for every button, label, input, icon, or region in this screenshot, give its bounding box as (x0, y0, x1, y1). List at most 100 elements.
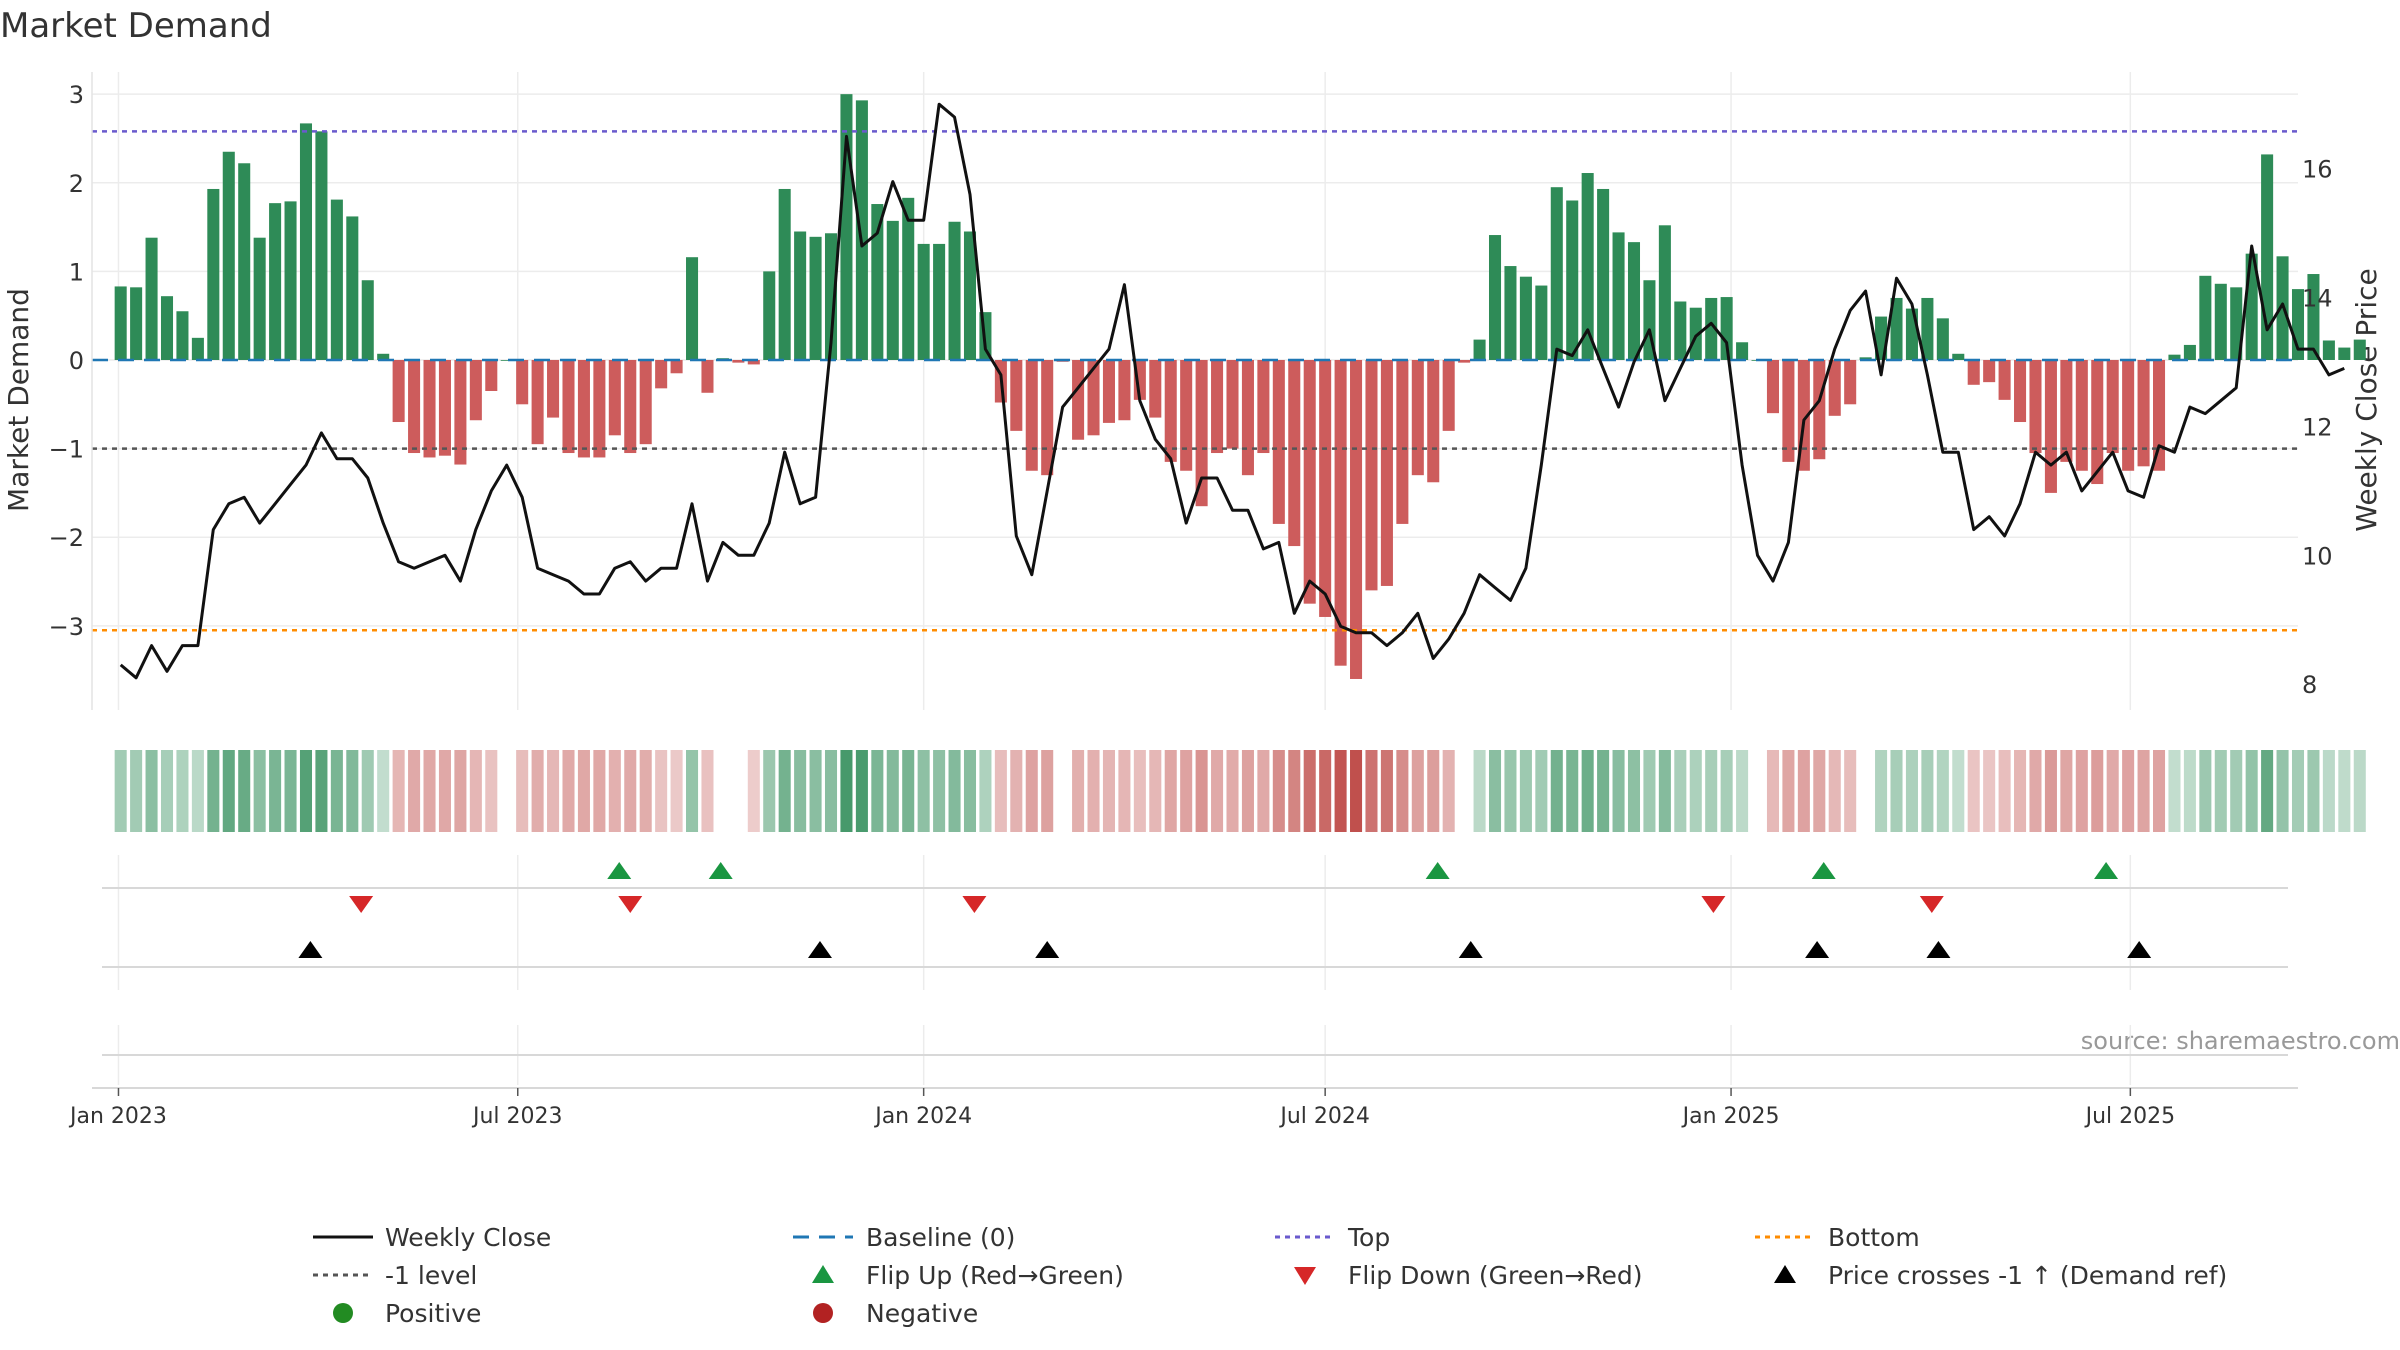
heat-cell (1689, 750, 1702, 832)
demand-bar (948, 221, 961, 360)
demand-bar (2322, 340, 2335, 360)
heat-cell (130, 750, 143, 832)
heat-cell (1736, 750, 1749, 832)
demand-bar (701, 359, 714, 393)
legend-minus-one-label: -1 level (385, 1261, 477, 1290)
demand-bar (531, 359, 544, 445)
heat-cell (562, 750, 575, 832)
heat-cell (1936, 750, 1949, 832)
heat-cell (994, 750, 1007, 832)
price-cross-marker (1805, 941, 1830, 958)
demand-bar (1118, 359, 1131, 421)
heat-cell (2199, 750, 2212, 832)
demand-bar (1905, 308, 1918, 360)
heat-cell (1581, 750, 1594, 832)
heat-cell (1442, 750, 1455, 832)
heat-cell (1674, 750, 1687, 832)
demand-bar (2152, 359, 2166, 471)
heat-cell (1766, 750, 1779, 832)
demand-bar (1952, 353, 1965, 360)
heat-cell (1133, 750, 1146, 832)
x-tick-label: Jan 2024 (873, 1104, 972, 1129)
demand-bar (1766, 359, 1779, 414)
heat-cell (315, 750, 328, 832)
heat-cell (1334, 750, 1347, 832)
demand-bar (114, 286, 127, 360)
heat-cell (1612, 750, 1625, 832)
y-tick-left: 0 (69, 347, 84, 375)
demand-bar (1859, 357, 1872, 360)
demand-bar (639, 359, 652, 445)
heat-cell (2014, 750, 2027, 832)
heat-cell (2261, 750, 2274, 832)
heat-cell (670, 750, 683, 832)
y-axis-right-label: Weekly Close Price (2350, 268, 2383, 531)
heat-cell (1782, 750, 1795, 832)
price-cross-marker (1458, 941, 1483, 958)
price-cross-marker (807, 941, 832, 958)
legend-positive-label: Positive (385, 1299, 481, 1328)
heat-cell (701, 750, 714, 832)
heat-cell (1998, 750, 2011, 832)
demand-bar (2338, 347, 2351, 360)
demand-bar (469, 359, 482, 421)
heat-cell (809, 750, 822, 832)
heat-cell (2152, 750, 2166, 832)
heat-cell (1041, 750, 1054, 832)
heat-cell (639, 750, 652, 832)
heat-cell (1380, 750, 1393, 832)
x-tick-label: Jan 2023 (68, 1104, 167, 1129)
demand-bar (547, 359, 560, 418)
heat-cell (269, 750, 282, 832)
y-tick-right: 14 (2302, 285, 2333, 313)
demand-bar (1921, 297, 1934, 360)
heat-cell (191, 750, 204, 832)
heat-cell (1519, 750, 1532, 832)
heat-cell (2029, 750, 2042, 832)
legend-flip-down-swatch (1294, 1267, 1316, 1285)
demand-bar (2168, 354, 2181, 360)
heat-cell (917, 750, 930, 832)
heat-cell (1504, 750, 1517, 832)
heat-cell (160, 750, 174, 832)
demand-bar (438, 359, 451, 456)
demand-bar (1967, 359, 1980, 385)
demand-bar (1627, 242, 1641, 360)
heat-cell (485, 750, 498, 832)
demand-bar (1241, 359, 1254, 476)
heat-cell (1921, 750, 1934, 832)
demand-bar (1272, 359, 1285, 524)
demand-bar (1211, 359, 1224, 454)
demand-bar (238, 163, 251, 360)
demand-bar (933, 243, 946, 360)
heat-cell (2122, 750, 2135, 832)
heat-cell (1087, 750, 1100, 832)
demand-bar (1149, 359, 1162, 418)
heat-cell (1844, 750, 1857, 832)
demand-bar (1427, 359, 1440, 483)
heat-cell (1952, 750, 1965, 832)
heat-cell (2307, 750, 2320, 832)
demand-bar (670, 359, 683, 374)
heat-cell (2245, 750, 2258, 832)
demand-bar (2075, 359, 2088, 471)
heat-cell (469, 750, 482, 832)
demand-bar (1983, 359, 1996, 383)
demand-bar (1535, 285, 1548, 360)
heat-cell (2060, 750, 2073, 832)
demand-bar (1519, 276, 1532, 360)
heat-cell (2338, 750, 2351, 832)
x-tick-label: Jul 2023 (471, 1104, 563, 1129)
heat-cell (902, 750, 915, 832)
heat-cell (547, 750, 560, 832)
heat-cell (238, 750, 251, 832)
demand-bar (1010, 359, 1023, 431)
demand-bar (1087, 359, 1100, 436)
demand-bar (2122, 359, 2135, 471)
demand-heat-strip (114, 750, 2366, 832)
demand-bar (1612, 232, 1625, 360)
heat-cell (1303, 750, 1316, 832)
demand-bars (114, 94, 2366, 679)
y-tick-left: 3 (69, 81, 84, 109)
